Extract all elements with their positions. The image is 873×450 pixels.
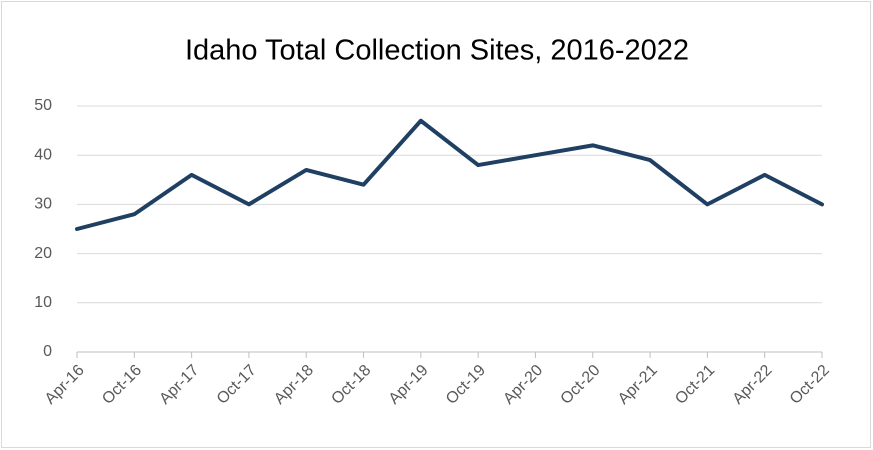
chart-title: Idaho Total Collection Sites, 2016-2022: [185, 35, 689, 67]
y-tick-label: 20: [34, 245, 52, 262]
y-tick-label: 40: [34, 146, 52, 163]
data-line: [75, 118, 824, 231]
y-tick-label: 50: [34, 97, 52, 114]
y-tick-label: 0: [43, 343, 52, 360]
y-tick-label: 10: [34, 294, 52, 311]
y-tick-label: 30: [34, 196, 52, 213]
